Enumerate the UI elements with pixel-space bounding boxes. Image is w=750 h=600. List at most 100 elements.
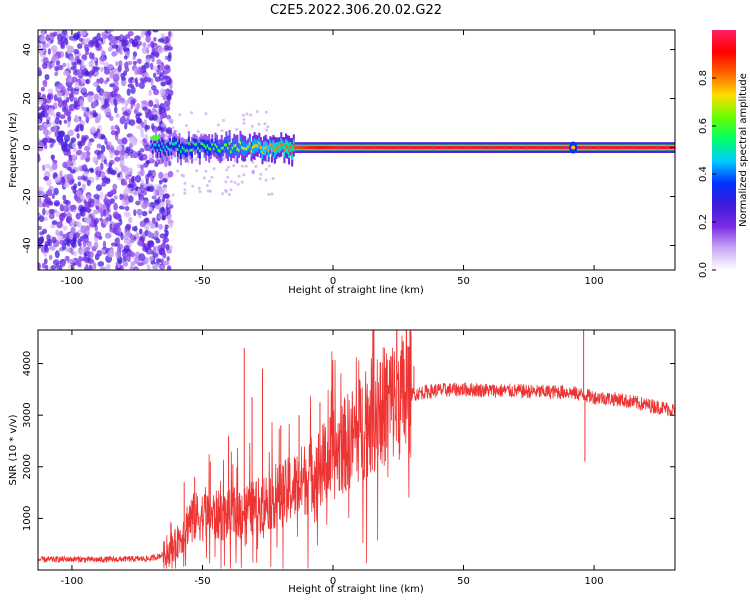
heatmap-cell — [54, 71, 59, 77]
heatmap-cell — [100, 171, 106, 177]
heatmap-cell — [209, 147, 212, 151]
heatmap-cell — [144, 144, 151, 152]
heatmap-cell — [494, 146, 497, 149]
heatmap-cell — [150, 40, 155, 48]
heatmap-cell — [399, 146, 402, 149]
heatmap-cell — [147, 43, 151, 48]
heatmap-cell — [70, 96, 78, 102]
heatmap-cell — [200, 142, 203, 145]
heatmap-cell — [143, 218, 149, 223]
heatmap-cell — [53, 94, 58, 102]
heatmap-cell — [443, 146, 446, 149]
heatmap-cell — [416, 146, 419, 149]
heatmap-cell — [252, 146, 255, 149]
heatmap-cell — [117, 65, 122, 72]
heatmap-cell — [144, 133, 148, 141]
heatmap-cell — [130, 86, 136, 95]
snr-series-line — [38, 330, 675, 569]
heatmap-cell — [599, 146, 602, 149]
heatmap-cell — [197, 146, 200, 150]
snr-y-tick-label: 3000 — [22, 402, 33, 427]
heatmap-bright-spot — [571, 145, 576, 150]
heatmap-cell — [95, 41, 100, 48]
heatmap-cell — [56, 111, 61, 117]
heatmap-cell — [212, 167, 216, 171]
heatmap-cell — [350, 146, 353, 149]
heatmap-cell — [40, 86, 45, 92]
heatmap-cell — [126, 167, 133, 175]
heatmap-cell — [70, 226, 76, 234]
heatmap-cell — [93, 217, 100, 225]
heatmap-cell — [44, 258, 48, 265]
heatmap-cell — [59, 114, 66, 119]
heatmap-cell — [452, 146, 455, 149]
heatmap-cell — [51, 62, 55, 68]
heatmap-cell — [631, 146, 634, 149]
heatmap-cell — [165, 199, 172, 205]
heatmap-cell — [227, 146, 229, 150]
heatmap-cell — [101, 249, 106, 254]
heatmap-cell — [148, 255, 154, 262]
heatmap-cell — [99, 266, 107, 270]
heatmap-cell — [620, 146, 623, 149]
heatmap-cell — [152, 65, 159, 71]
heatmap-cell — [463, 146, 466, 149]
heatmap-cell — [117, 259, 123, 265]
heatmap-cell — [372, 146, 375, 149]
heatmap-cell — [105, 264, 110, 270]
heatmap-cell — [366, 146, 369, 149]
heatmap-cell — [221, 192, 225, 196]
heatmap-cell — [657, 146, 660, 149]
heatmap-cell — [509, 146, 511, 149]
heatmap-cell — [78, 142, 83, 150]
heatmap-cell — [341, 146, 344, 149]
colorbar-tick-label: 0.4 — [698, 166, 709, 182]
heatmap-cell — [208, 179, 211, 183]
heatmap-cell — [50, 45, 58, 52]
heatmap-cell — [291, 150, 294, 154]
heatmap-cell — [147, 240, 155, 245]
heatmap-cell — [374, 146, 377, 149]
heatmap-cell — [163, 193, 170, 199]
heatmap-cell — [90, 198, 95, 203]
heatmap-cell — [107, 46, 112, 53]
heatmap-cell — [588, 146, 591, 149]
heatmap-cell — [107, 63, 114, 69]
heatmap-cell — [121, 252, 129, 258]
heatmap-cell — [126, 113, 130, 119]
heatmap-cell — [236, 147, 239, 151]
heatmap-cell — [602, 146, 605, 149]
heatmap-cell — [69, 55, 75, 63]
heatmap-cell — [46, 119, 50, 125]
heatmap-cell — [516, 146, 519, 149]
heatmap-cell — [100, 144, 106, 153]
heatmap-cell — [222, 157, 225, 161]
heatmap-cell — [93, 132, 98, 139]
heatmap-cell — [122, 39, 129, 46]
spectrogram-y-tick-label: 40 — [22, 43, 33, 56]
heatmap-cell — [66, 96, 70, 103]
heatmap-cell — [66, 159, 71, 167]
heatmap-cell — [140, 132, 145, 138]
heatmap-cell — [116, 145, 123, 151]
heatmap-cell — [79, 98, 84, 106]
heatmap-cell — [38, 215, 45, 223]
heatmap-cell — [158, 258, 162, 263]
heatmap-cell — [635, 146, 638, 149]
heatmap-cell — [256, 144, 259, 148]
heatmap-cell — [51, 154, 55, 162]
heatmap-cell — [158, 110, 163, 115]
heatmap-cell — [264, 167, 268, 171]
heatmap-cell — [158, 179, 163, 185]
heatmap-cell — [160, 206, 165, 213]
heatmap-cell — [526, 146, 529, 149]
heatmap-cell — [87, 114, 94, 120]
heatmap-cell — [124, 206, 130, 211]
heatmap-cell — [38, 118, 41, 124]
heatmap-cell — [438, 146, 441, 149]
snr-frame — [37, 329, 676, 571]
heatmap-cell — [234, 144, 237, 147]
heatmap-cell — [109, 223, 113, 230]
heatmap-cell — [493, 146, 496, 149]
heatmap-cell — [104, 68, 111, 75]
